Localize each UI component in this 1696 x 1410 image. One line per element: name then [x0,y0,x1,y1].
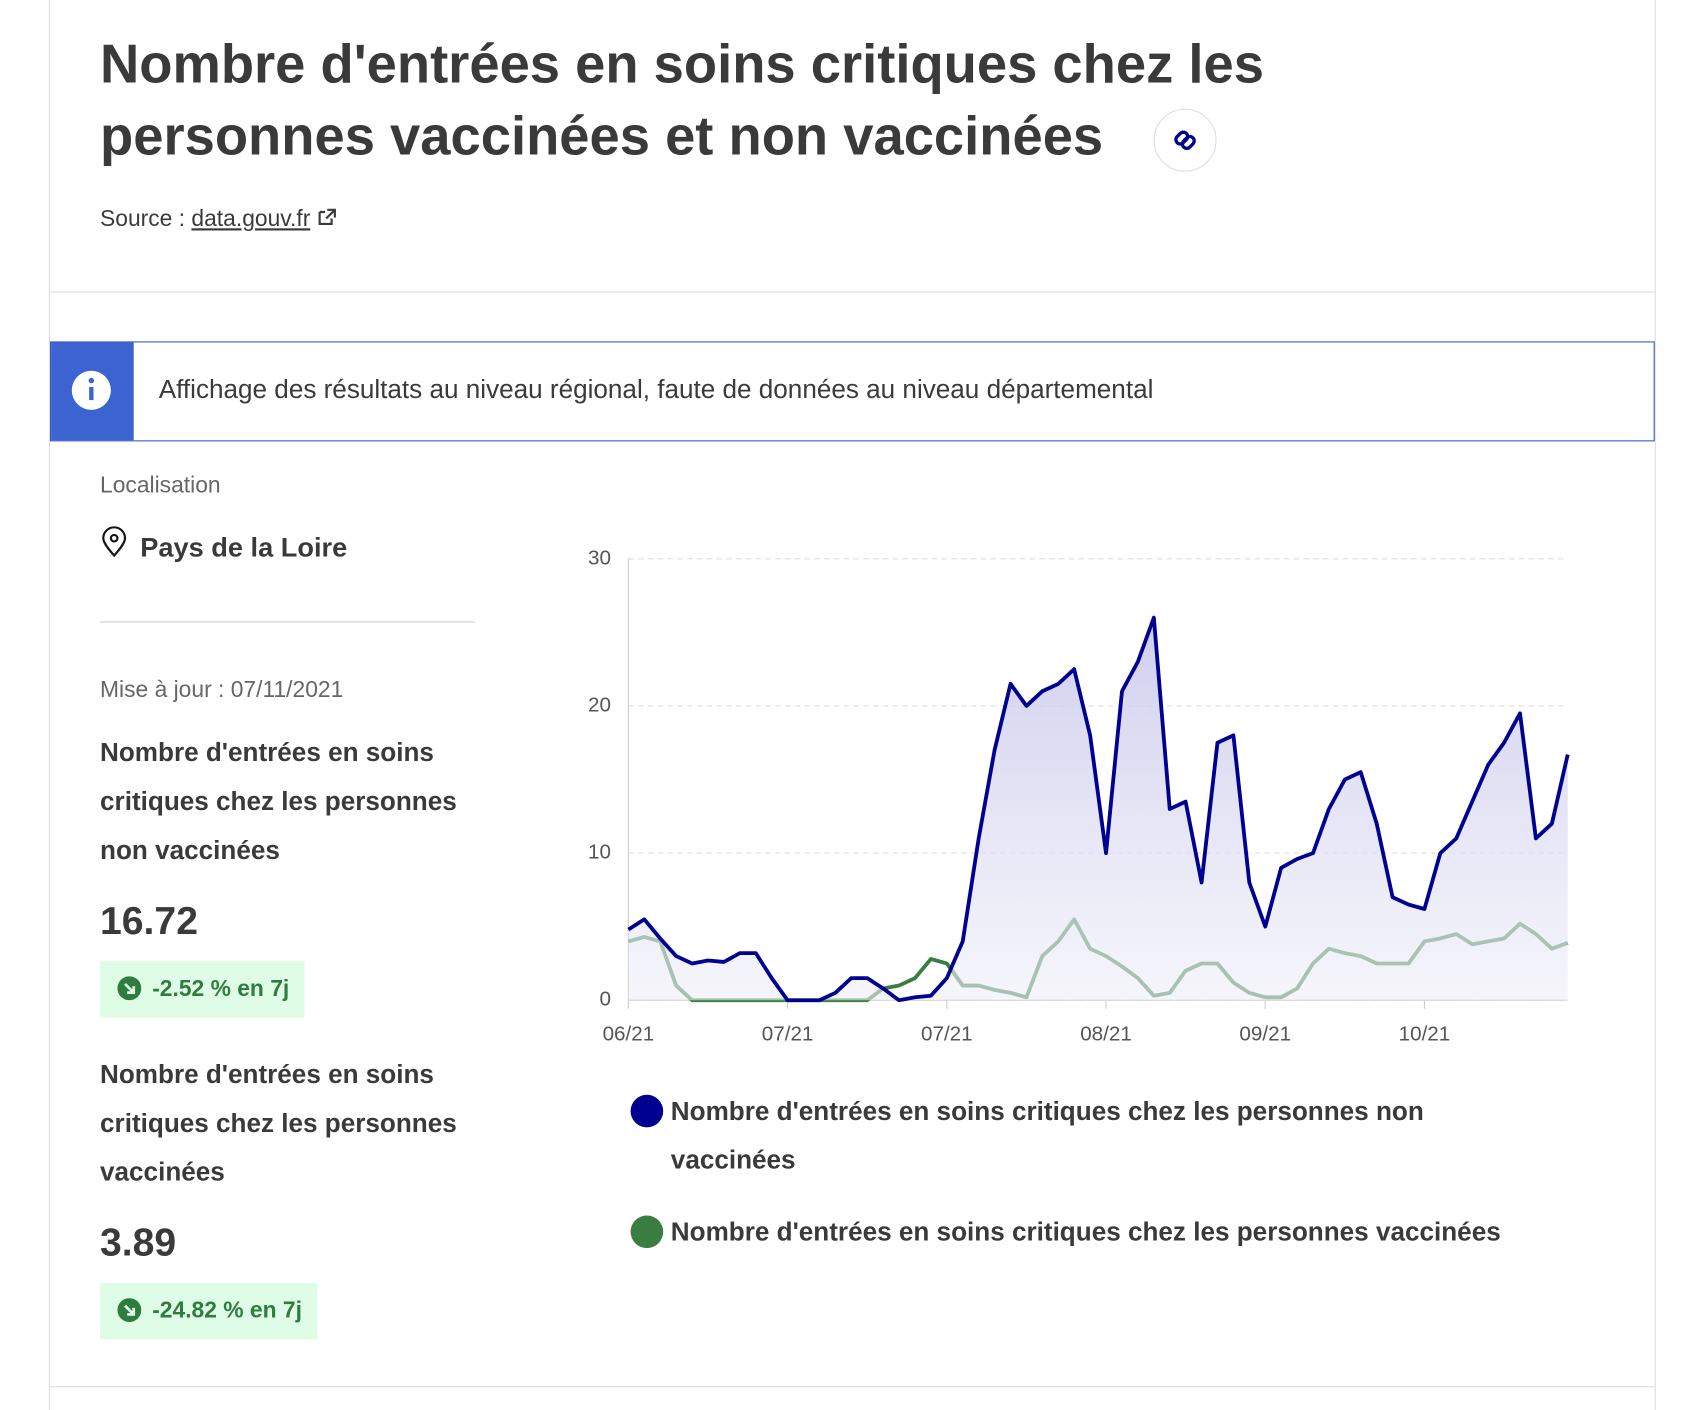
indicator-change: -24.82 % en 7j [152,1298,302,1324]
card: Nombre d'entrées en soins critiques chez… [48,0,1656,1410]
notice-text: Affichage des résultats au niveau région… [158,375,1154,405]
y-tick-label: 10 [588,841,611,864]
link-button[interactable] [1153,108,1217,172]
title: Nombre d'entrées en soins critiques chez… [100,33,1264,167]
indicator-label: Nombre d'entrées en soins critiques chez… [100,1060,457,1188]
x-tick-label: 06/21 [603,1022,655,1045]
legend-swatch[interactable] [630,1215,664,1249]
separator [50,1386,1655,1388]
external-icon [318,208,337,226]
x-tick-label: 07/21 [921,1022,973,1045]
x-tick-label: 07/21 [762,1022,814,1045]
source-link[interactable]: data.gouv.fr [191,206,311,232]
indicator-value: 3.89 [100,1219,177,1265]
line [627,615,1570,1003]
location-value: Pays de la Loire [140,532,348,564]
down-icon [117,1298,142,1323]
x-tick-label: 10/21 [1399,1022,1451,1045]
pin-icon [102,526,127,558]
source-label: Source : [100,206,186,232]
area [628,617,1568,1001]
indicator-value: 16.72 [100,898,198,943]
x-tick-label: 09/21 [1239,1022,1291,1045]
source: Source : data.gouv.fr [100,207,338,233]
info-icon [71,370,111,410]
indicator-badge: -2.52 % en 7j [100,961,305,1018]
y-tick-label: 0 [600,988,611,1011]
y-tick-label: 20 [588,693,611,716]
updated: Mise à jour : 07/11/2021 [100,677,344,703]
legend-label[interactable]: Nombre d'entrées en soins critiques chez… [670,1217,1501,1248]
legend-label[interactable]: Nombre d'entrées en soins critiques chez… [670,1096,1424,1176]
location-label: Localisation [100,472,221,498]
separator [50,291,1655,293]
notice-icon-box [51,342,134,441]
down-icon [117,976,142,1001]
chart: 0 10 20 30 06/21 07/21 07/21 08/21 09/21 10/21 [588,546,1570,1045]
indicator-change: -2.52 % en 7j [152,976,290,1002]
legend-swatch[interactable] [630,1094,664,1128]
link-icon [1174,130,1196,150]
indicator-label: Nombre d'entrées en soins critiques chez… [100,738,457,866]
x-tick-label: 08/21 [1080,1022,1132,1045]
notice: Affichage des résultats au niveau région… [50,341,1655,442]
indicator-badge: -24.82 % en 7j [100,1282,318,1340]
divider [100,620,476,623]
y-tick-label: 30 [588,546,611,569]
